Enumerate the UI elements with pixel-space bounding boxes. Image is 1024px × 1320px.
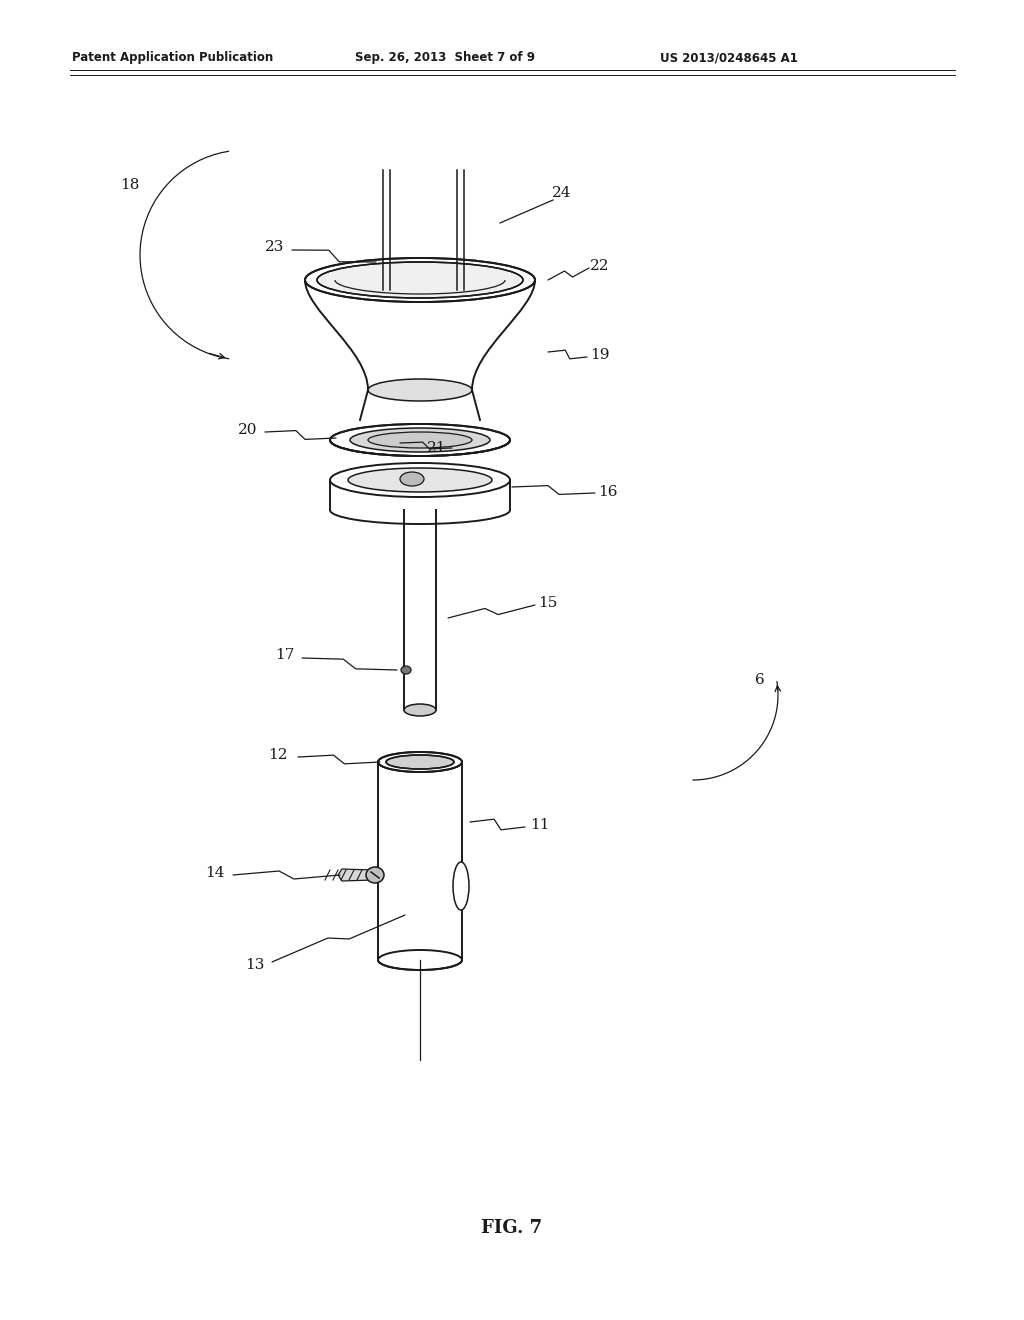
Text: 21: 21: [427, 441, 446, 455]
Ellipse shape: [368, 432, 472, 447]
Ellipse shape: [305, 257, 535, 302]
Polygon shape: [378, 762, 462, 960]
Text: 12: 12: [268, 748, 288, 762]
Ellipse shape: [330, 463, 510, 498]
Text: US 2013/0248645 A1: US 2013/0248645 A1: [660, 51, 798, 65]
Ellipse shape: [350, 428, 490, 451]
Text: 13: 13: [246, 958, 264, 972]
Text: 18: 18: [120, 178, 139, 191]
Text: Patent Application Publication: Patent Application Publication: [72, 51, 273, 65]
Text: Sep. 26, 2013  Sheet 7 of 9: Sep. 26, 2013 Sheet 7 of 9: [355, 51, 535, 65]
Polygon shape: [404, 510, 436, 710]
Text: 14: 14: [205, 866, 224, 880]
Ellipse shape: [401, 667, 411, 675]
Text: 23: 23: [265, 240, 285, 253]
Text: 22: 22: [590, 259, 609, 273]
Ellipse shape: [378, 752, 462, 772]
Text: 6: 6: [755, 673, 765, 686]
Text: 19: 19: [590, 348, 609, 362]
Text: FIG. 7: FIG. 7: [481, 1218, 543, 1237]
Ellipse shape: [366, 867, 384, 883]
Ellipse shape: [453, 862, 469, 909]
Ellipse shape: [386, 755, 454, 770]
Ellipse shape: [404, 704, 436, 715]
Ellipse shape: [348, 469, 492, 492]
Ellipse shape: [330, 424, 510, 455]
Ellipse shape: [400, 473, 424, 486]
Ellipse shape: [368, 379, 472, 401]
Text: 16: 16: [598, 484, 617, 499]
Polygon shape: [330, 480, 510, 510]
Text: 15: 15: [539, 597, 558, 610]
Text: 20: 20: [239, 422, 258, 437]
Text: 24: 24: [552, 186, 571, 201]
Polygon shape: [338, 869, 378, 880]
Text: 17: 17: [275, 648, 295, 663]
Ellipse shape: [317, 261, 523, 298]
PathPatch shape: [305, 280, 535, 389]
Text: 11: 11: [530, 818, 550, 832]
